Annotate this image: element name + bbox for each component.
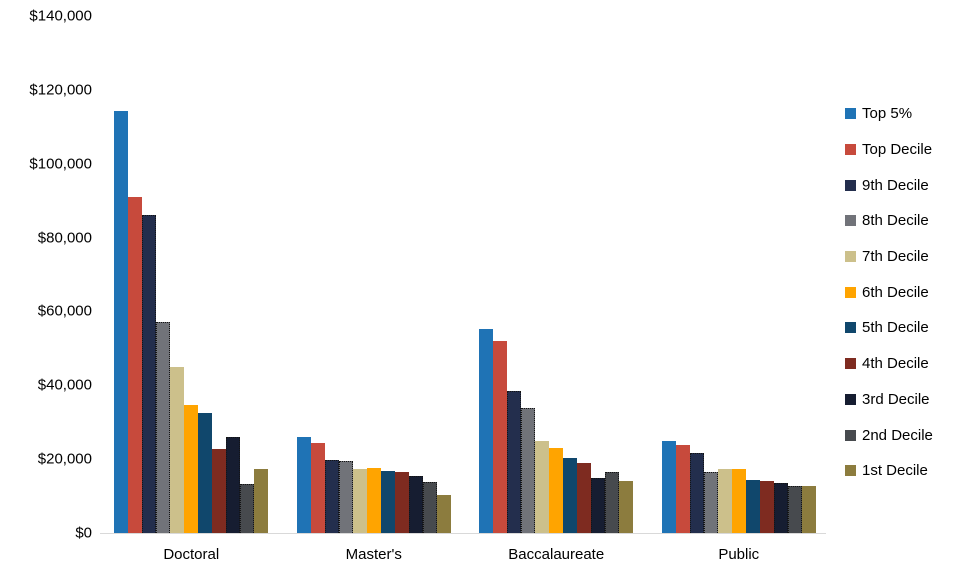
y-tick-label: $20,000 <box>37 450 92 468</box>
bar <box>170 367 185 533</box>
legend-label: 1st Decile <box>862 462 928 480</box>
bar-cluster-baccalaureate <box>465 16 648 533</box>
bar <box>212 449 227 533</box>
bar <box>801 486 816 533</box>
bar <box>661 441 676 533</box>
bar <box>184 404 199 533</box>
bar <box>591 478 606 533</box>
bar <box>394 472 409 533</box>
y-tick-label: $120,000 <box>29 81 92 99</box>
bar <box>507 390 522 533</box>
bar <box>479 329 494 533</box>
bar <box>114 111 129 533</box>
legend-label: Top Decile <box>862 141 933 159</box>
legend-item: 1st Decile <box>845 453 933 489</box>
bar-cluster-master-s <box>283 16 466 533</box>
legend-label: 5th Decile <box>862 319 929 337</box>
legend-label: 7th Decile <box>862 248 929 266</box>
legend-label: 9th Decile <box>862 176 929 194</box>
bar <box>703 472 718 533</box>
bar <box>226 437 241 533</box>
legend-swatch-icon <box>845 286 856 298</box>
bar <box>619 480 634 533</box>
legend-item: 3rd Decile <box>845 382 933 418</box>
legend-swatch-icon <box>845 322 856 334</box>
chart-legend: Top 5% Top Decile 9th Decile 8th Decile 7th … <box>845 96 933 489</box>
bar <box>605 472 620 533</box>
bar <box>521 408 536 533</box>
bar <box>324 459 339 533</box>
legend-item: 8th Decile <box>845 203 933 239</box>
bar <box>563 457 578 533</box>
legend-swatch-icon <box>845 251 856 263</box>
legend-label: 2nd Decile <box>862 426 933 444</box>
bar <box>436 495 451 533</box>
bar <box>422 481 437 533</box>
x-axis-line <box>100 533 826 534</box>
x-category-label: Baccalaureate <box>508 546 605 563</box>
bar <box>717 468 732 533</box>
bar <box>493 340 508 533</box>
bar <box>338 461 353 533</box>
legend-label: Top 5% <box>862 105 913 123</box>
x-category-label: Public <box>718 546 760 563</box>
bar <box>142 215 157 533</box>
legend-label: 3rd Decile <box>862 390 930 408</box>
bar <box>310 442 325 533</box>
y-tick-label: $60,000 <box>37 302 92 320</box>
y-tick-label: $80,000 <box>37 229 92 247</box>
y-tick-label: $0 <box>75 524 92 542</box>
bar <box>549 448 564 533</box>
legend-item: Top 5% <box>845 96 933 132</box>
x-category-label: Master's <box>345 546 402 563</box>
legend-swatch-icon <box>845 393 856 405</box>
bar <box>787 486 802 533</box>
legend-swatch-icon <box>845 358 856 370</box>
bar <box>773 483 788 533</box>
bar <box>759 481 774 533</box>
bar <box>352 469 367 533</box>
bar <box>380 470 395 533</box>
legend-label: 4th Decile <box>862 355 929 373</box>
legend-item: 6th Decile <box>845 274 933 310</box>
legend-swatch-icon <box>845 465 856 477</box>
legend-label: 6th Decile <box>862 283 929 301</box>
legend-item: 9th Decile <box>845 167 933 203</box>
bar <box>689 452 704 533</box>
bar <box>296 436 311 533</box>
bar-cluster-doctoral <box>100 16 283 533</box>
legend-item: 7th Decile <box>845 239 933 275</box>
bar <box>128 196 143 533</box>
plot-area <box>100 16 830 533</box>
legend-swatch-icon <box>845 144 856 156</box>
bar <box>675 445 690 533</box>
bar <box>254 468 269 533</box>
y-tick-label: $100,000 <box>29 155 92 173</box>
legend-item: 4th Decile <box>845 346 933 382</box>
y-tick-label: $140,000 <box>29 7 92 25</box>
x-axis-category-labels: Doctoral Master's Baccalaureate Public <box>100 546 830 563</box>
bar <box>731 469 746 533</box>
x-category-label: Doctoral <box>163 546 220 563</box>
bar <box>198 413 213 533</box>
bar <box>408 476 423 533</box>
bar <box>577 462 592 533</box>
bar-cluster-public <box>648 16 831 533</box>
bar <box>535 440 550 533</box>
y-axis-tick-labels: $140,000 $120,000 $100,000 $80,000 $60,000 $4… <box>0 8 92 542</box>
legend-label: 8th Decile <box>862 212 929 230</box>
legend-swatch-icon <box>845 179 856 191</box>
legend-item: 5th Decile <box>845 310 933 346</box>
legend-swatch-icon <box>845 429 856 441</box>
bar <box>240 483 255 533</box>
y-tick-label: $40,000 <box>37 376 92 394</box>
bar <box>745 479 760 533</box>
legend-item: 2nd Decile <box>845 417 933 453</box>
legend-swatch-icon <box>845 108 856 120</box>
legend-item: Top Decile <box>845 132 933 168</box>
bar <box>366 467 381 533</box>
legend-swatch-icon <box>845 215 856 227</box>
bar <box>156 321 171 533</box>
